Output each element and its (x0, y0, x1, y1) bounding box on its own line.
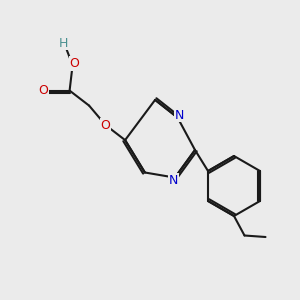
Text: O: O (69, 57, 79, 70)
Text: O: O (101, 118, 110, 132)
Text: O: O (39, 84, 48, 97)
Text: N: N (174, 109, 184, 122)
Text: H: H (59, 37, 68, 50)
Text: N: N (169, 173, 178, 187)
